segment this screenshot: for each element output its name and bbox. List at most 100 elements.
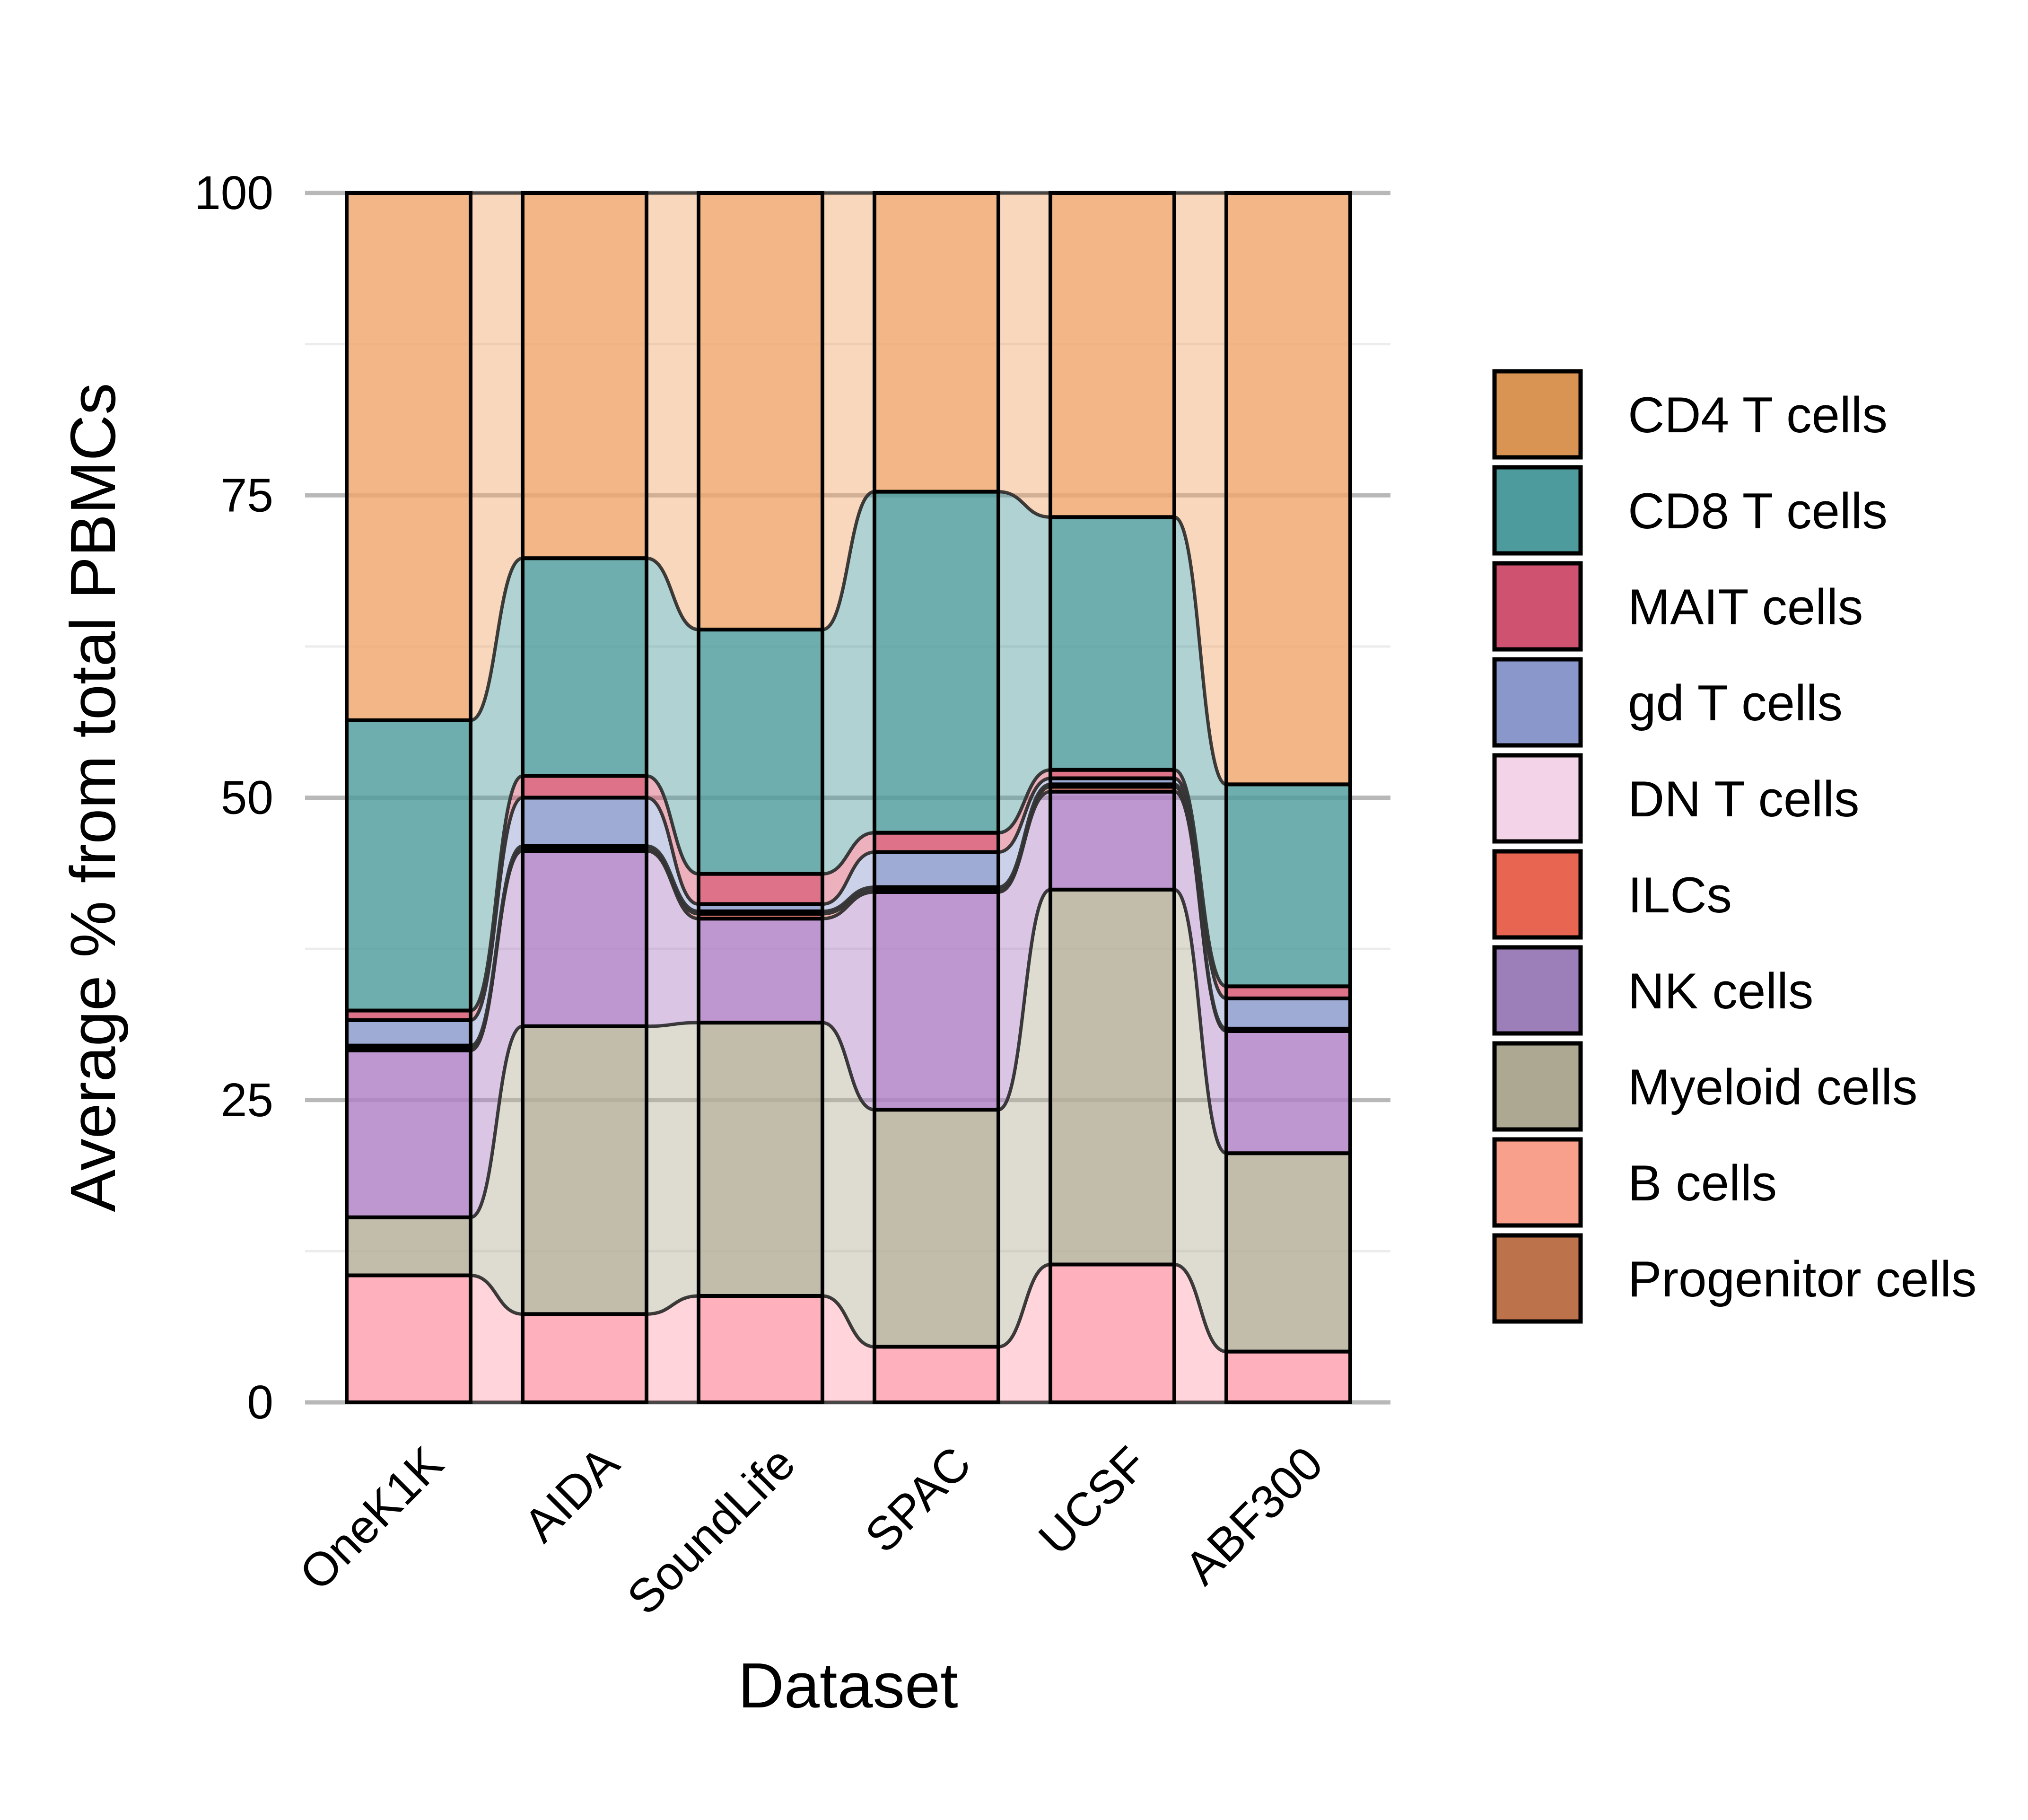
bar-segment-cd8-t-cells	[1224, 782, 1352, 989]
flow-myeloid-cells	[645, 1021, 700, 1316]
bar-aida	[521, 191, 648, 1405]
bar-segment-b-cells	[1224, 1349, 1352, 1404]
legend-item: MAIT cells	[1492, 561, 1863, 652]
bar-segment-cd8-t-cells	[1049, 515, 1176, 772]
flow-cd4-t-cells	[1172, 191, 1228, 786]
bars	[345, 191, 1352, 1405]
bar-segment-gd-t-cells	[521, 796, 648, 848]
legend-item: CD8 T cells	[1492, 465, 1888, 556]
y-axis-ticks: 0 25 50 75 100	[194, 166, 273, 1429]
bar-segment-cd4-t-cells	[345, 191, 472, 722]
bar-soundlife	[697, 191, 824, 1404]
legend-label: Myeloid cells	[1628, 1059, 1917, 1115]
x-tick-label: OneK1K	[289, 1436, 454, 1601]
bar-outline	[697, 191, 824, 1404]
flow-cd4-t-cells	[821, 191, 876, 631]
legend-item: ILCs	[1492, 849, 1732, 940]
bar-segment-myeloid-cells	[873, 1108, 1000, 1349]
bar-segment-cd8-t-cells	[697, 628, 824, 876]
legend-item: DN T cells	[1492, 753, 1860, 844]
bar-segment-b-cells	[345, 1273, 472, 1404]
bar-segment-nk-cells	[345, 1048, 472, 1219]
bar-onek1k	[345, 191, 472, 1404]
bar-segment-mait-cells	[697, 872, 824, 906]
x-tick-label: SoundLife	[617, 1436, 805, 1625]
legend-key	[1492, 657, 1583, 748]
bar-segment-gd-t-cells	[345, 1018, 472, 1048]
legend-key	[1492, 945, 1583, 1036]
bar-outline	[1224, 191, 1352, 1404]
legend-label: B cells	[1628, 1155, 1777, 1211]
bar-segment-nk-cells	[1049, 789, 1176, 892]
legend-label: CD8 T cells	[1628, 482, 1888, 539]
bar-segment-nk-cells	[1224, 1029, 1352, 1155]
x-tick-label: AIDA	[514, 1436, 629, 1552]
x-tick-label: SPAC	[855, 1436, 981, 1563]
bar-segment-nk-cells	[873, 890, 1000, 1112]
legend-key	[1492, 753, 1583, 844]
bar-segment-cd4-t-cells	[521, 191, 648, 560]
legend-item: CD4 T cells	[1492, 369, 1888, 460]
x-tick-label: ABF300	[1175, 1436, 1333, 1595]
y-tick-label: 100	[194, 166, 273, 219]
y-tick-label: 75	[221, 469, 273, 522]
bar-spac	[873, 191, 1000, 1404]
legend-item: gd T cells	[1492, 657, 1843, 748]
y-tick-label: 0	[247, 1376, 273, 1429]
legend-key	[1492, 1233, 1583, 1324]
bar-segment-myeloid-cells	[1049, 887, 1176, 1267]
y-axis-title: Average % from total PBMCs	[57, 383, 129, 1212]
legend-key	[1492, 369, 1583, 460]
x-tick-label: UCSF	[1029, 1436, 1157, 1565]
legend-key	[1492, 561, 1583, 652]
y-tick-label: 50	[221, 771, 273, 824]
bar-segment-b-cells	[873, 1345, 1000, 1404]
flow-cd4-t-cells	[469, 191, 524, 722]
legend-label: gd T cells	[1628, 674, 1843, 731]
legend-item: NK cells	[1492, 945, 1813, 1036]
bar-ucsf	[1049, 191, 1176, 1404]
bar-segment-b-cells	[521, 1312, 648, 1405]
legend-label: NK cells	[1628, 962, 1813, 1019]
bar-segment-cd8-t-cells	[873, 490, 1000, 835]
bar-segment-cd4-t-cells	[697, 191, 824, 632]
legend: CD4 T cells CD8 T cells MAIT cells gd T cel…	[1492, 369, 1976, 1324]
bar-segment-b-cells	[697, 1294, 824, 1404]
alluvial-flows	[469, 191, 1228, 1404]
legend-key	[1492, 849, 1583, 940]
legend-label: ILCs	[1628, 866, 1732, 923]
bar-segment-myeloid-cells	[521, 1024, 648, 1316]
bar-outline	[873, 191, 1000, 1404]
legend-label: MAIT cells	[1628, 578, 1863, 635]
legend-key	[1492, 1041, 1583, 1132]
bar-outline	[345, 191, 472, 1404]
bar-segment-cd4-t-cells	[1049, 191, 1176, 519]
bar-abf300	[1224, 191, 1352, 1404]
bar-segment-gd-t-cells	[873, 850, 1000, 889]
x-axis-title: Dataset	[738, 1650, 958, 1721]
bar-segment-nk-cells	[697, 917, 824, 1025]
bar-segment-cd4-t-cells	[873, 191, 1000, 494]
bar-segment-cd4-t-cells	[1224, 191, 1352, 787]
bar-segment-myeloid-cells	[1224, 1151, 1352, 1354]
legend-label: DN T cells	[1628, 770, 1860, 827]
bar-segment-cd8-t-cells	[521, 556, 648, 778]
bar-segment-myeloid-cells	[345, 1215, 472, 1278]
legend-label: Progenitor cells	[1628, 1251, 1976, 1307]
legend-item: B cells	[1492, 1137, 1777, 1228]
bar-segment-mait-cells	[521, 774, 648, 800]
bar-segment-b-cells	[1049, 1262, 1176, 1404]
legend-label: CD4 T cells	[1628, 386, 1888, 443]
bar-segment-myeloid-cells	[697, 1021, 824, 1298]
legend-key	[1492, 465, 1583, 556]
legend-item: Myeloid cells	[1492, 1041, 1917, 1132]
legend-item: Progenitor cells	[1492, 1233, 1976, 1324]
bar-segment-nk-cells	[521, 849, 648, 1028]
bar-segment-cd8-t-cells	[345, 718, 472, 1013]
legend-key	[1492, 1137, 1583, 1228]
flow-cd4-t-cells	[997, 191, 1052, 519]
y-tick-label: 25	[221, 1074, 273, 1127]
